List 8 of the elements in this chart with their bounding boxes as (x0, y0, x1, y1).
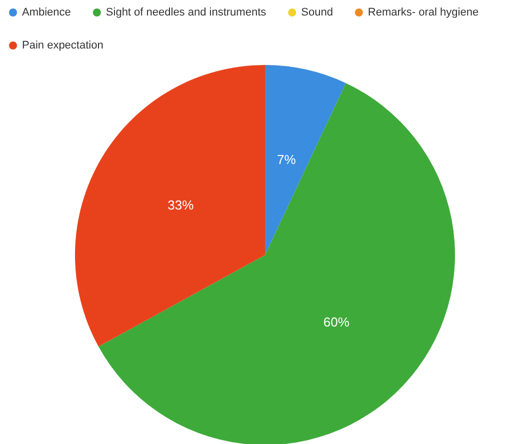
legend-label: Sight of needles and instruments (106, 6, 267, 18)
legend-label: Remarks- oral hygiene (368, 6, 479, 18)
legend-label: Ambience (22, 6, 71, 18)
data-label: 33% (168, 198, 194, 213)
data-label: 7% (276, 152, 296, 167)
legend-label: Pain expectation (22, 40, 104, 52)
data-label: 60% (323, 314, 350, 330)
legend-label: Sound (301, 6, 333, 18)
